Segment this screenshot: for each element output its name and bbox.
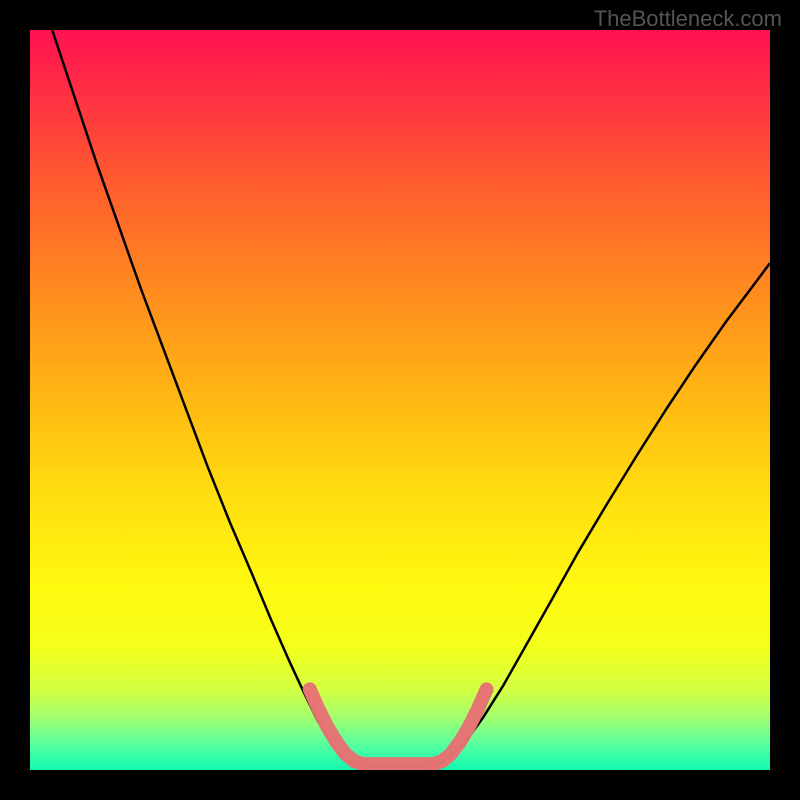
watermark-text: TheBottleneck.com <box>594 6 782 32</box>
bottleneck-chart <box>30 30 770 770</box>
gradient-background <box>30 30 770 770</box>
